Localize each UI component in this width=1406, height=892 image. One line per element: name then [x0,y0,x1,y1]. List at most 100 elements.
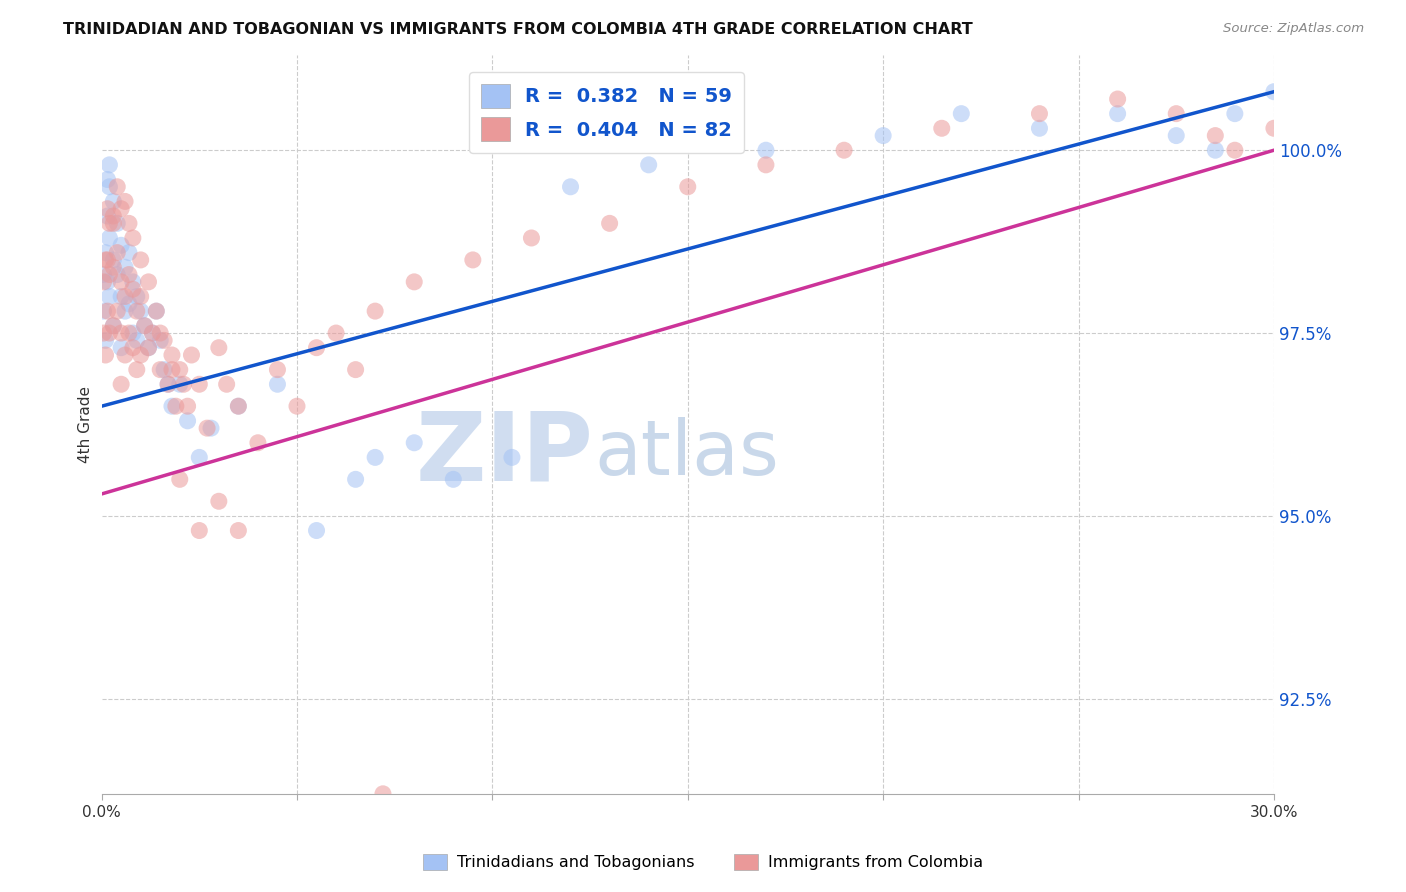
Point [215,377,238,392]
Point [872,128,894,143]
Point [1166,128,1188,143]
Point [364,304,387,318]
Point [98,231,121,245]
Point [125,362,148,376]
Text: atlas: atlas [593,417,779,491]
Point [96,304,118,318]
Point [121,341,143,355]
Legend: R =  0.382   N = 59, R =  0.404   N = 82: R = 0.382 N = 59, R = 0.404 N = 82 [468,72,744,153]
Point [228,399,250,413]
Point [200,421,222,435]
Point [208,341,231,355]
Point [755,158,778,172]
Point [118,245,141,260]
Point [105,268,128,282]
Point [138,275,160,289]
Point [125,334,148,348]
Point [118,297,141,311]
Point [560,179,582,194]
Point [93,268,115,282]
Point [246,435,269,450]
Point [110,377,132,392]
Point [138,341,160,355]
Point [129,252,152,267]
Point [228,399,250,413]
Point [129,304,152,318]
Point [96,202,118,216]
Point [96,252,118,267]
Point [1223,106,1246,120]
Point [118,216,141,230]
Point [832,143,855,157]
Point [208,494,231,508]
Point [149,334,172,348]
Point [169,362,191,376]
Point [1204,128,1226,143]
Point [160,348,183,362]
Point [96,275,118,289]
Text: Source: ZipAtlas.com: Source: ZipAtlas.com [1223,22,1364,36]
Point [501,450,523,465]
Legend: Trinidadians and Tobagonians, Immigrants from Colombia: Trinidadians and Tobagonians, Immigrants… [416,847,990,877]
Point [441,472,464,486]
Point [188,450,211,465]
Point [344,362,367,376]
Point [114,304,136,318]
Point [145,304,167,318]
Point [153,362,176,376]
Point [1166,106,1188,120]
Point [371,787,394,801]
Point [98,326,121,340]
Point [344,472,367,486]
Point [114,194,136,209]
Point [94,348,117,362]
Point [176,414,198,428]
Point [950,106,973,120]
Point [105,304,128,318]
Point [110,275,132,289]
Point [169,472,191,486]
Point [165,399,187,413]
Point [266,377,288,392]
Point [266,362,288,376]
Text: ZIP: ZIP [416,408,593,500]
Point [755,143,778,157]
Point [121,326,143,340]
Point [173,377,195,392]
Point [1107,106,1129,120]
Point [125,304,148,318]
Point [103,209,125,223]
Point [141,326,163,340]
Point [103,216,125,230]
Y-axis label: 4th Grade: 4th Grade [79,386,93,463]
Point [188,524,211,538]
Point [129,289,152,303]
Point [461,252,484,267]
Point [98,216,121,230]
Point [125,289,148,303]
Point [1028,106,1050,120]
Point [176,399,198,413]
Point [285,399,308,413]
Point [105,179,128,194]
Point [103,318,125,333]
Text: 0.0%: 0.0% [82,805,121,820]
Point [157,377,180,392]
Point [1107,92,1129,106]
Point [404,435,426,450]
Point [96,209,118,223]
Point [325,326,347,340]
Point [105,245,128,260]
Point [188,377,211,392]
Point [1223,143,1246,157]
Point [110,326,132,340]
Point [160,399,183,413]
Point [138,341,160,355]
Text: TRINIDADIAN AND TOBAGONIAN VS IMMIGRANTS FROM COLOMBIA 4TH GRADE CORRELATION CHA: TRINIDADIAN AND TOBAGONIAN VS IMMIGRANTS… [63,22,973,37]
Point [180,348,202,362]
Point [118,268,141,282]
Point [404,275,426,289]
Point [364,450,387,465]
Point [1263,85,1285,99]
Point [118,326,141,340]
